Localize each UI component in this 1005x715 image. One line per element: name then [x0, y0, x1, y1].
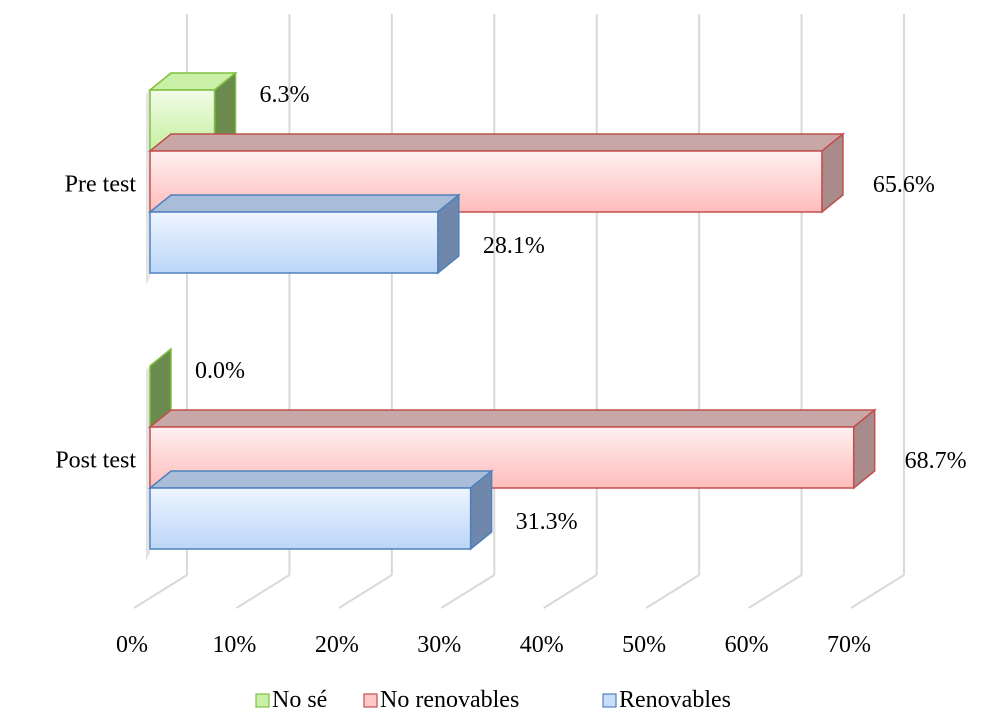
x-tick-label: 30% [417, 632, 461, 658]
legend-item: Renovables [602, 687, 731, 713]
floor-gridline [235, 574, 290, 609]
bars [147, 71, 877, 551]
category-wall [146, 90, 150, 561]
x-tick-label: 70% [827, 632, 871, 658]
category-label: Pre test [65, 172, 137, 198]
legend-swatch [255, 693, 270, 708]
legend-label: No sé [272, 687, 327, 713]
data-label: 68.7% [905, 448, 967, 474]
bar-top-face [147, 133, 846, 152]
x-tick-label: 40% [520, 632, 564, 658]
legend-item: No renovables [363, 687, 519, 713]
data-label: 0.0% [195, 358, 245, 384]
category-wall-panel [146, 90, 150, 285]
x-tick-label: 10% [212, 632, 256, 658]
bar-renovables-pre [147, 193, 461, 275]
legend-label: No renovables [380, 687, 519, 713]
data-label: 31.3% [516, 509, 578, 535]
x-tick-label: 0% [116, 632, 148, 658]
bar-top-face [147, 194, 461, 213]
floor-gridline [748, 574, 803, 609]
data-label: 65.6% [873, 172, 935, 198]
data-label: 28.1% [483, 233, 545, 259]
axis-labels: Pre test Post test 0% 10% 20% 30% 40% 50% 60% 70% [55, 172, 871, 659]
x-tick-label: 60% [725, 632, 769, 658]
bar-front-face [149, 211, 439, 274]
category-label: Post test [55, 448, 136, 474]
x-tick-label: 20% [315, 632, 359, 658]
legend-label: Renovables [619, 687, 731, 713]
bar-front-face [149, 487, 472, 550]
bar-no-renovables-pre [147, 132, 846, 214]
data-labels: 6.3% 65.6% 28.1% 0.0% 68.7% 31.3% [195, 82, 967, 535]
floor-gridline [133, 574, 188, 609]
legend-item: No sé [255, 687, 327, 713]
legend: No sé No renovables Renovables [255, 687, 731, 713]
category-wall-panel [146, 366, 150, 561]
bar-top-face [147, 409, 877, 428]
legend-swatch [363, 693, 378, 708]
legend-swatch [602, 693, 617, 708]
floor-gridline [338, 574, 393, 609]
bar-top-face [147, 470, 494, 489]
floor-gridline [645, 574, 700, 609]
floor-gridline [543, 574, 598, 609]
bar-renovables-post [147, 469, 494, 551]
data-label: 6.3% [260, 82, 310, 108]
x-tick-label: 50% [622, 632, 666, 658]
floor-gridline [850, 574, 905, 609]
bar-front-face [149, 150, 823, 213]
floor-gridline [440, 574, 495, 609]
